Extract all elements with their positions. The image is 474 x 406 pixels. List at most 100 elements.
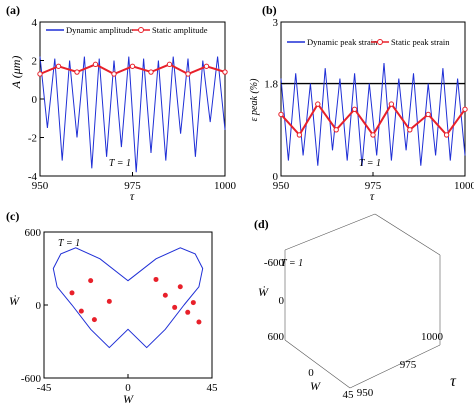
- y-tick-label: 0: [273, 171, 279, 183]
- panel-c: (c) -45 0 45 -600 0 600 Ẇ W T = 1: [6, 209, 218, 406]
- panel-b-label: (b): [262, 3, 277, 17]
- x-tick-label: 0: [308, 367, 314, 379]
- static-amplitude-point: [185, 71, 191, 77]
- y-tick-label: 0: [279, 295, 285, 307]
- z-tick-label: 950: [357, 387, 374, 399]
- panel-b-series: [278, 63, 468, 166]
- panel-a-xlabel: τ: [130, 189, 135, 203]
- panel-a-annotation: T = 1: [109, 158, 131, 169]
- static-peak-strain-point: [333, 127, 339, 133]
- panel-c-label: (c): [6, 209, 19, 223]
- static-peak-strain-point: [351, 106, 358, 112]
- panel-c-ticks: -45 0 45 -600 0 600: [21, 227, 218, 394]
- static-amplitude-point: [37, 71, 43, 77]
- panel-c-xlabel: W: [123, 392, 134, 406]
- x-tick-label: 1000: [214, 180, 237, 192]
- poincare-point: [185, 309, 191, 315]
- poincare-point: [78, 308, 84, 314]
- static-amplitude-point: [129, 63, 136, 69]
- x-tick-label: 950: [273, 180, 290, 192]
- static-amplitude-point: [166, 61, 173, 68]
- panel-a-ticks: 950 975 1000 -4 -2 0 2 4: [28, 17, 237, 192]
- poincare-point: [91, 317, 97, 323]
- poincare-point: [162, 292, 168, 298]
- poincare-point: [190, 300, 196, 306]
- panel-d-xlabel: W: [310, 379, 321, 393]
- legend-static-amplitude: Static amplitude: [152, 25, 208, 35]
- panel-a-legend: Dynamic amplitude Static amplitude: [46, 25, 208, 35]
- panel-d-label: (d): [254, 217, 269, 231]
- poincare-point: [88, 278, 94, 284]
- panel-b-legend: Dynamic peak strain Static peak strain: [287, 37, 450, 47]
- panel-c-series: [52, 247, 204, 349]
- panel-c-annotation: T = 1: [58, 238, 80, 249]
- static-peak-strain-point: [296, 132, 303, 138]
- panel-a-ylabel: A (μm): [9, 56, 23, 90]
- x-tick-label: 45: [343, 389, 355, 401]
- static-peak-strain-point: [278, 111, 284, 118]
- panel-b-ticks: 950 975 1000 0 1.8 3: [264, 17, 474, 192]
- static-peak-strain-point: [315, 101, 321, 107]
- y-tick-label: -600: [21, 373, 42, 385]
- panel-d-edge: [284, 213, 376, 251]
- panel-d-annotation: T = 1: [281, 258, 303, 269]
- static-amplitude-point: [92, 61, 99, 68]
- dynamic-amplitude-line: [39, 56, 226, 173]
- legend-dynamic-amplitude: Dynamic amplitude: [66, 25, 134, 35]
- panel-a-label: (a): [6, 3, 20, 17]
- panel-d-box: [284, 213, 441, 389]
- x-tick-label: -45: [37, 382, 52, 394]
- poincare-point: [177, 284, 183, 290]
- panel-d-edge: [374, 213, 441, 256]
- poincare-point: [69, 290, 75, 296]
- panel-d-zlabel: τ: [450, 373, 457, 390]
- y-tick-label: 3: [273, 17, 279, 29]
- poincare-point: [172, 304, 178, 310]
- y-tick-label: 1.8: [264, 79, 278, 91]
- y-tick-label: -2: [28, 133, 37, 145]
- panel-b: (b) 950 975 1000 0 1.8 3 ε peak (%) τ T = 1 D…: [249, 3, 474, 203]
- panel-a: (a) 950 975 1000 -4 -2 0 2 4 A (μm) τ T = 1 Dyn…: [6, 3, 237, 203]
- x-tick-label: 975: [124, 180, 141, 192]
- panel-a-frame: [39, 21, 226, 177]
- x-tick-label: 1000: [454, 180, 474, 192]
- panel-d-edge: [349, 344, 441, 389]
- panel-b-xlabel: τ: [370, 189, 375, 203]
- static-peak-strain-point: [425, 111, 431, 118]
- y-tick-label: 0: [36, 300, 42, 312]
- x-tick-label: 45: [207, 382, 219, 394]
- legend-static-peak-strain: Static peak strain: [391, 37, 450, 47]
- panel-d-ylabel: Ẇ: [258, 284, 269, 299]
- panel-d-edge: [284, 339, 351, 389]
- panel-a-series: [37, 56, 228, 173]
- static-peak-strain-point: [443, 132, 450, 138]
- poincare-point: [106, 298, 112, 304]
- static-amplitude-point: [74, 69, 80, 75]
- static-peak-strain-point: [407, 127, 413, 133]
- y-tick-label: 600: [25, 227, 42, 239]
- panel-b-annotation: T = 1: [359, 158, 381, 169]
- legend-static-peak-strain-marker: [377, 39, 383, 45]
- y-tick-label: -4: [28, 171, 38, 183]
- poincare-point: [196, 319, 202, 325]
- dynamic-peak-strain-line: [280, 63, 466, 166]
- panel-c-frame: [43, 231, 213, 379]
- z-tick-label: 1000: [421, 331, 444, 343]
- x-tick-label: 950: [32, 180, 49, 192]
- phase-trajectory: [52, 247, 204, 349]
- y-tick-label: 600: [268, 331, 285, 343]
- static-peak-strain-point: [370, 132, 376, 138]
- panel-b-ylabel: ε peak (%): [249, 78, 260, 121]
- panel-d: (d) -600 0 600 0 45 950 975 1000 Ẇ W τ T = 1: [254, 213, 457, 401]
- static-amplitude-point: [222, 69, 228, 75]
- static-amplitude-point: [148, 69, 154, 75]
- legend-static-amplitude-marker: [138, 27, 144, 33]
- x-tick-label: 975: [365, 180, 382, 192]
- legend-dynamic-peak-strain: Dynamic peak strain: [307, 37, 378, 47]
- static-peak-strain-point: [462, 106, 468, 112]
- y-tick-label: 0: [32, 94, 38, 106]
- panel-d-ticks: -600 0 600 0 45 950 975 1000: [264, 257, 444, 401]
- y-tick-label: -600: [264, 257, 285, 269]
- static-amplitude-point: [203, 63, 210, 69]
